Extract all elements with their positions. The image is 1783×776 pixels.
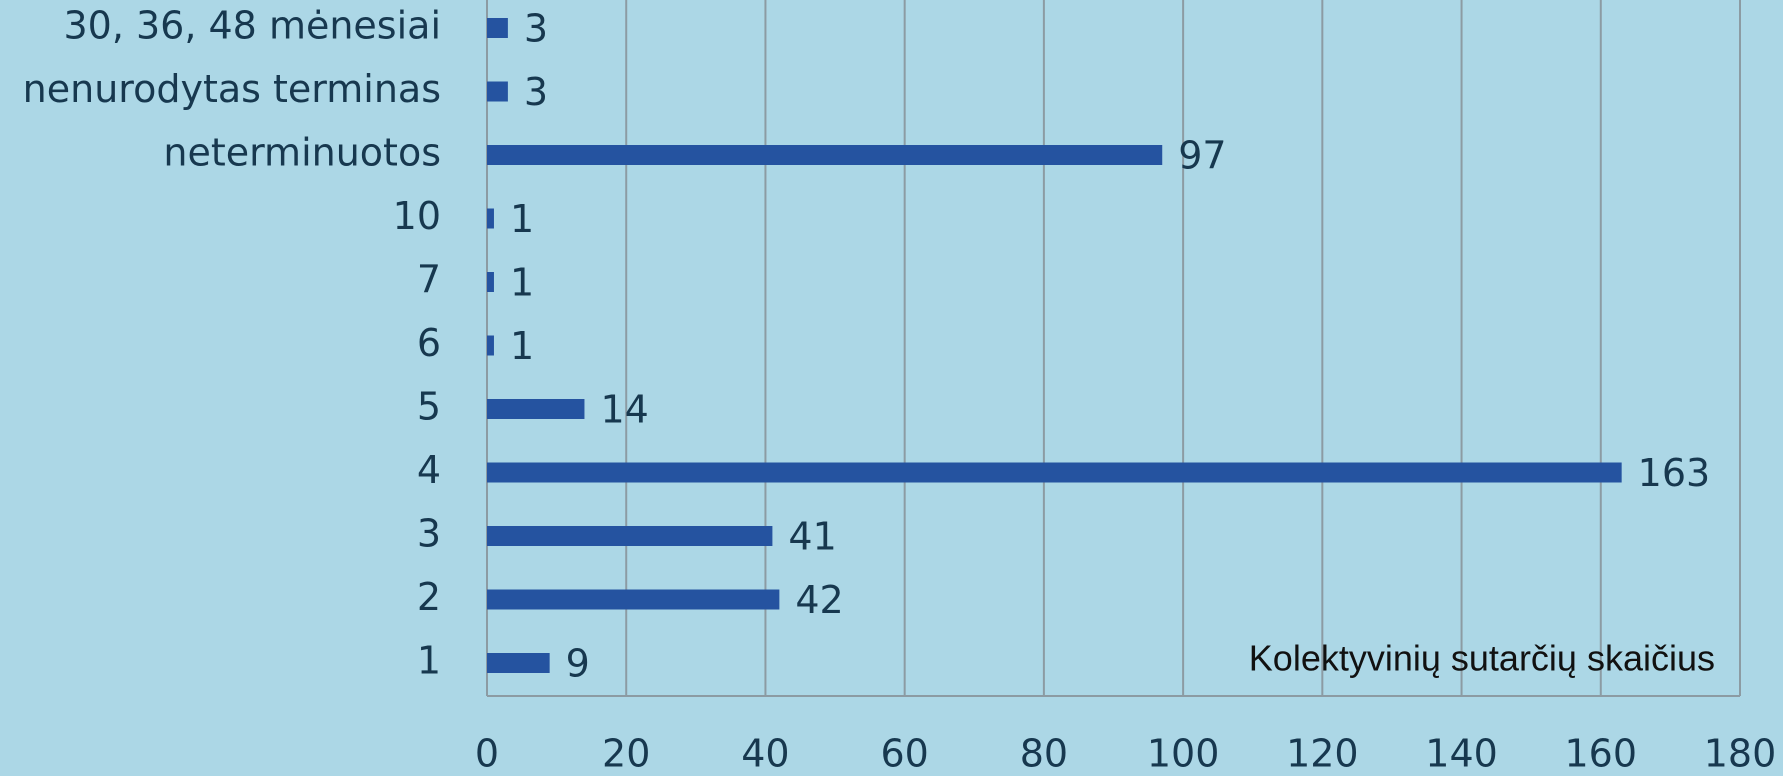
- bar: [487, 399, 585, 419]
- bar: [487, 526, 773, 546]
- x-tick-label: 160: [1565, 732, 1638, 776]
- x-tick-label: 140: [1425, 732, 1498, 776]
- x-tick-label: 0: [475, 732, 499, 776]
- x-tick-label: 120: [1286, 732, 1359, 776]
- bar: [487, 81, 508, 102]
- y-tick-label: nenurodytas terminas: [23, 67, 441, 111]
- value-label: 1: [510, 197, 534, 241]
- value-label: 1: [510, 324, 534, 368]
- y-tick-label: 5: [417, 385, 441, 429]
- value-label: 14: [600, 388, 648, 432]
- x-tick-label: 60: [880, 732, 928, 776]
- value-label: 97: [1178, 134, 1226, 178]
- bar: [487, 462, 1622, 483]
- bar: [487, 18, 508, 38]
- bar: [487, 145, 1163, 165]
- y-tick-label: neterminuotos: [163, 131, 441, 175]
- x-tick-label: 80: [1020, 732, 1068, 776]
- y-tick-label: 1: [417, 639, 441, 683]
- bar: [487, 272, 494, 292]
- y-tick-label: 3: [417, 512, 441, 556]
- value-label: 163: [1638, 451, 1711, 495]
- value-label: 3: [524, 70, 548, 114]
- value-label: 9: [566, 642, 590, 686]
- bar: [487, 589, 780, 610]
- y-tick-label: 4: [417, 448, 441, 492]
- y-tick-label: 2: [417, 575, 441, 619]
- y-tick-label: 10: [393, 194, 441, 238]
- bar: [487, 335, 494, 356]
- y-tick-label: 7: [417, 258, 441, 302]
- x-tick-label: 20: [602, 732, 650, 776]
- value-label: 3: [524, 7, 548, 51]
- y-tick-label: 6: [417, 321, 441, 365]
- annotation: Kolektyvinių sutarčių skaičius: [1249, 638, 1715, 679]
- x-tick-label: 180: [1704, 732, 1777, 776]
- value-label: 1: [510, 261, 534, 305]
- value-label: 41: [788, 515, 836, 559]
- bar: [487, 208, 494, 229]
- y-tick-label: 30, 36, 48 mėnesiai: [63, 4, 441, 48]
- x-tick-label: 40: [741, 732, 789, 776]
- value-label: 42: [795, 578, 843, 622]
- bar: [487, 653, 550, 673]
- x-tick-label: 100: [1147, 732, 1220, 776]
